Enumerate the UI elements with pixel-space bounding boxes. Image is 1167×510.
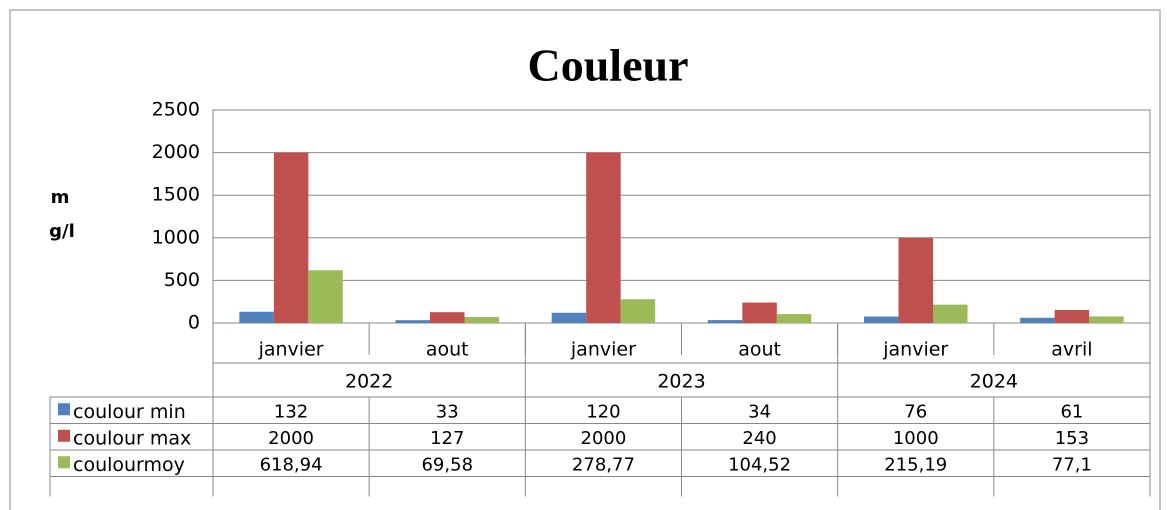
table-value: 278,77 bbox=[572, 454, 635, 475]
y-axis-label: g/l bbox=[49, 221, 75, 242]
bar bbox=[707, 320, 743, 323]
table-value: 76 bbox=[904, 401, 927, 422]
x-tick-label: aout bbox=[426, 339, 469, 361]
bar bbox=[464, 317, 499, 323]
y-axis-label: m bbox=[51, 187, 70, 208]
table-value: 69,58 bbox=[421, 454, 473, 475]
group-label: 2024 bbox=[970, 371, 1018, 393]
bar bbox=[1020, 317, 1055, 323]
bar bbox=[1054, 309, 1090, 323]
y-tick-label: 2500 bbox=[152, 99, 200, 121]
table-value: 153 bbox=[1055, 428, 1089, 449]
bar bbox=[776, 314, 812, 323]
x-tick-label: janvier bbox=[882, 339, 948, 361]
x-tick-label: avril bbox=[1051, 339, 1092, 361]
table-value: 33 bbox=[436, 401, 459, 422]
legend-key bbox=[58, 456, 70, 469]
table-value: 132 bbox=[274, 401, 308, 422]
table-value: 34 bbox=[748, 401, 771, 422]
x-tick-label: janvier bbox=[258, 339, 324, 361]
table-value: 104,52 bbox=[728, 454, 791, 475]
bar bbox=[933, 304, 968, 323]
y-tick-label: 0 bbox=[188, 312, 200, 334]
bar bbox=[898, 237, 933, 323]
chart-frame bbox=[9, 9, 1161, 510]
y-tick-label: 500 bbox=[164, 269, 200, 291]
legend-label: coulourmoy bbox=[73, 454, 185, 476]
table-value: 127 bbox=[430, 428, 464, 449]
table-value: 215,19 bbox=[884, 454, 947, 475]
legend-label: coulour min bbox=[73, 401, 186, 423]
bar bbox=[308, 270, 343, 323]
bar bbox=[239, 311, 274, 323]
y-tick-label: 2000 bbox=[152, 141, 200, 163]
table-value: 61 bbox=[1060, 401, 1083, 422]
x-tick-label: janvier bbox=[570, 339, 636, 361]
bar bbox=[742, 302, 777, 323]
legend-key bbox=[58, 403, 70, 416]
bar bbox=[864, 316, 899, 323]
bar bbox=[586, 152, 621, 323]
bar bbox=[620, 299, 656, 323]
bar bbox=[273, 152, 309, 323]
table-value: 2000 bbox=[581, 428, 627, 449]
group-label: 2022 bbox=[345, 371, 393, 393]
x-tick-label: aout bbox=[738, 339, 781, 361]
table-value: 1000 bbox=[893, 428, 939, 449]
table-value: 77,1 bbox=[1052, 454, 1092, 475]
legend-label: coulour max bbox=[73, 427, 191, 449]
bar bbox=[395, 320, 430, 323]
bar bbox=[551, 312, 587, 323]
table-value: 618,94 bbox=[260, 454, 323, 475]
bar bbox=[430, 312, 465, 323]
table-value: 240 bbox=[742, 428, 776, 449]
table-value: 2000 bbox=[268, 428, 314, 449]
legend-key bbox=[58, 429, 70, 442]
bar bbox=[1089, 316, 1124, 323]
y-tick-label: 1500 bbox=[152, 184, 200, 206]
table-value: 120 bbox=[586, 401, 620, 422]
group-label: 2023 bbox=[657, 371, 705, 393]
y-tick-label: 1000 bbox=[152, 226, 200, 248]
chart-title: Couleur bbox=[528, 40, 689, 91]
